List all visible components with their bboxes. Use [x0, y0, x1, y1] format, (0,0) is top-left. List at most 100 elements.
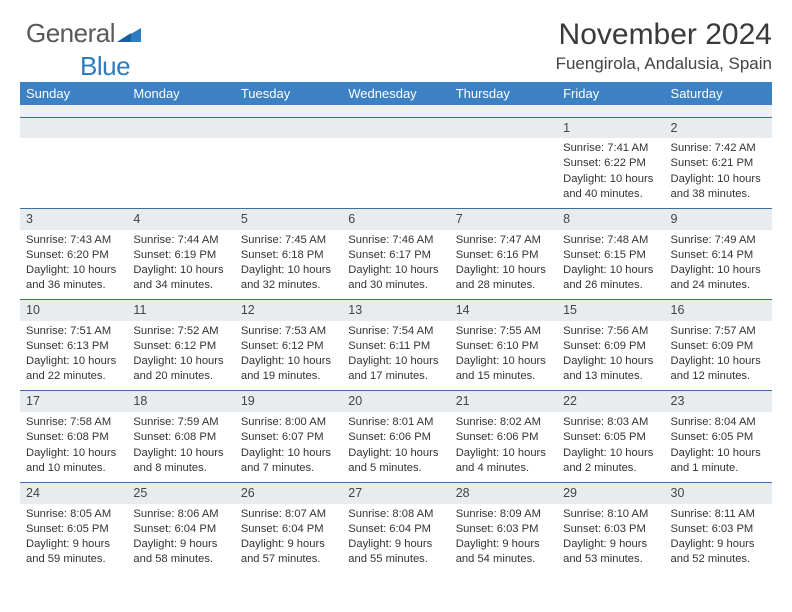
day-detail-line: Sunset: 6:19 PM	[133, 248, 228, 263]
day-detail-line: Sunset: 6:04 PM	[241, 522, 336, 537]
calendar-day-cell	[342, 117, 449, 208]
day-detail-line: Daylight: 10 hours and 34 minutes.	[133, 263, 228, 293]
day-detail-line: Sunset: 6:04 PM	[348, 522, 443, 537]
day-detail-line: Daylight: 9 hours and 57 minutes.	[241, 537, 336, 567]
day-detail-line: Sunrise: 7:45 AM	[241, 233, 336, 248]
day-number: 8	[557, 209, 664, 230]
day-detail-line: Sunset: 6:20 PM	[26, 248, 121, 263]
day-detail-line: Daylight: 10 hours and 24 minutes.	[671, 263, 766, 293]
day-detail-line: Sunrise: 8:05 AM	[26, 507, 121, 522]
calendar-day-cell: 7Sunrise: 7:47 AMSunset: 6:16 PMDaylight…	[450, 208, 557, 299]
day-detail-line: Daylight: 10 hours and 2 minutes.	[563, 446, 658, 476]
day-detail-line: Daylight: 10 hours and 30 minutes.	[348, 263, 443, 293]
weekday-header: Sunday	[20, 82, 127, 105]
day-detail-line: Sunrise: 7:49 AM	[671, 233, 766, 248]
calendar-day-cell: 6Sunrise: 7:46 AMSunset: 6:17 PMDaylight…	[342, 208, 449, 299]
day-number: 18	[127, 391, 234, 412]
calendar-week-row: 1Sunrise: 7:41 AMSunset: 6:22 PMDaylight…	[20, 117, 772, 208]
day-detail-line: Sunset: 6:22 PM	[563, 156, 658, 171]
day-number: 27	[342, 483, 449, 504]
calendar-table: SundayMondayTuesdayWednesdayThursdayFrid…	[20, 82, 772, 573]
day-detail-line: Sunset: 6:03 PM	[456, 522, 551, 537]
day-number: 28	[450, 483, 557, 504]
day-number: 4	[127, 209, 234, 230]
day-detail-line: Sunrise: 7:55 AM	[456, 324, 551, 339]
day-number: 12	[235, 300, 342, 321]
calendar-day-cell: 1Sunrise: 7:41 AMSunset: 6:22 PMDaylight…	[557, 117, 664, 208]
day-detail-line: Sunset: 6:06 PM	[456, 430, 551, 445]
calendar-day-cell: 17Sunrise: 7:58 AMSunset: 6:08 PMDayligh…	[20, 391, 127, 482]
calendar-day-cell: 15Sunrise: 7:56 AMSunset: 6:09 PMDayligh…	[557, 300, 664, 391]
day-detail-line: Daylight: 10 hours and 28 minutes.	[456, 263, 551, 293]
calendar-day-cell: 22 Sunrise: 8:03 AMSunset: 6:05 PMDayligh…	[557, 391, 664, 482]
day-number: 5	[235, 209, 342, 230]
day-detail-line: Daylight: 9 hours and 55 minutes.	[348, 537, 443, 567]
day-detail-line: Sunset: 6:09 PM	[563, 339, 658, 354]
day-number: 24	[20, 483, 127, 504]
day-detail-line: Daylight: 10 hours and 38 minutes.	[671, 172, 766, 202]
day-number: 10	[20, 300, 127, 321]
day-detail-line: Sunset: 6:12 PM	[241, 339, 336, 354]
day-detail-line: Daylight: 10 hours and 40 minutes.	[563, 172, 658, 202]
calendar-week-row: 3Sunrise: 7:43 AMSunset: 6:20 PMDaylight…	[20, 208, 772, 299]
brand-logo: General Blue	[26, 18, 141, 82]
day-detail-line: Daylight: 9 hours and 59 minutes.	[26, 537, 121, 567]
day-detail-line: Sunrise: 8:00 AM	[241, 415, 336, 430]
day-detail-line: Sunset: 6:07 PM	[241, 430, 336, 445]
calendar-day-cell: 12Sunrise: 7:53 AMSunset: 6:12 PMDayligh…	[235, 300, 342, 391]
calendar-day-cell: 13Sunrise: 7:54 AMSunset: 6:11 PMDayligh…	[342, 300, 449, 391]
calendar-day-cell: 11Sunrise: 7:52 AMSunset: 6:12 PMDayligh…	[127, 300, 234, 391]
day-detail-line: Sunrise: 7:56 AM	[563, 324, 658, 339]
day-detail-line: Daylight: 9 hours and 54 minutes.	[456, 537, 551, 567]
day-detail-line: Daylight: 10 hours and 13 minutes.	[563, 354, 658, 384]
day-detail-line: Sunset: 6:14 PM	[671, 248, 766, 263]
day-number: 19	[235, 391, 342, 412]
calendar-day-cell: 27 Sunrise: 8:08 AMSunset: 6:04 PMDayligh…	[342, 482, 449, 573]
day-detail-line: Sunrise: 8:07 AM	[241, 507, 336, 522]
day-detail-line: Daylight: 9 hours and 53 minutes.	[563, 537, 658, 567]
weekday-header: Friday	[557, 82, 664, 105]
day-number: 6	[342, 209, 449, 230]
day-detail-line: Daylight: 10 hours and 1 minute.	[671, 446, 766, 476]
day-detail-line: Daylight: 10 hours and 22 minutes.	[26, 354, 121, 384]
calendar-day-cell	[450, 117, 557, 208]
day-number	[342, 118, 449, 139]
calendar-day-cell: 25Sunrise: 8:06 AMSunset: 6:04 PMDayligh…	[127, 482, 234, 573]
day-detail-line: Daylight: 10 hours and 20 minutes.	[133, 354, 228, 384]
day-detail-line: Sunset: 6:05 PM	[563, 430, 658, 445]
day-number: 1	[557, 118, 664, 139]
day-detail-line: Sunset: 6:03 PM	[563, 522, 658, 537]
day-detail-line: Sunset: 6:11 PM	[348, 339, 443, 354]
day-detail-line: Sunrise: 8:10 AM	[563, 507, 658, 522]
calendar-header-row: SundayMondayTuesdayWednesdayThursdayFrid…	[20, 82, 772, 105]
day-detail-line: Sunset: 6:16 PM	[456, 248, 551, 263]
calendar-day-cell: 16Sunrise: 7:57 AMSunset: 6:09 PMDayligh…	[665, 300, 772, 391]
day-detail-line: Daylight: 10 hours and 4 minutes.	[456, 446, 551, 476]
calendar-day-cell: 28Sunrise: 8:09 AMSunset: 6:03 PMDayligh…	[450, 482, 557, 573]
day-detail-line: Daylight: 10 hours and 8 minutes.	[133, 446, 228, 476]
day-number: 22	[557, 391, 664, 412]
calendar-day-cell: 20Sunrise: 8:01 AMSunset: 6:06 PMDayligh…	[342, 391, 449, 482]
day-detail-line: Daylight: 10 hours and 15 minutes.	[456, 354, 551, 384]
day-detail-line: Sunset: 6:08 PM	[26, 430, 121, 445]
day-number: 21	[450, 391, 557, 412]
day-detail-line: Sunrise: 7:52 AM	[133, 324, 228, 339]
day-detail-line: Sunrise: 7:57 AM	[671, 324, 766, 339]
day-detail-line: Sunrise: 8:03 AM	[563, 415, 658, 430]
calendar-week-row: 10Sunrise: 7:51 AMSunset: 6:13 PMDayligh…	[20, 300, 772, 391]
day-number: 2	[665, 118, 772, 139]
day-number: 20	[342, 391, 449, 412]
day-number: 23	[665, 391, 772, 412]
calendar-day-cell: 5Sunrise: 7:45 AMSunset: 6:18 PMDaylight…	[235, 208, 342, 299]
day-detail-line: Daylight: 9 hours and 52 minutes.	[671, 537, 766, 567]
day-detail-line: Sunset: 6:10 PM	[456, 339, 551, 354]
day-detail-line: Sunrise: 7:43 AM	[26, 233, 121, 248]
day-detail-line: Daylight: 10 hours and 10 minutes.	[26, 446, 121, 476]
day-detail-line: Sunrise: 7:48 AM	[563, 233, 658, 248]
day-detail-line: Daylight: 9 hours and 58 minutes.	[133, 537, 228, 567]
brand-triangle-icon	[117, 20, 141, 51]
day-number: 11	[127, 300, 234, 321]
day-detail-line: Sunset: 6:15 PM	[563, 248, 658, 263]
day-detail-line: Sunrise: 8:08 AM	[348, 507, 443, 522]
day-number: 16	[665, 300, 772, 321]
